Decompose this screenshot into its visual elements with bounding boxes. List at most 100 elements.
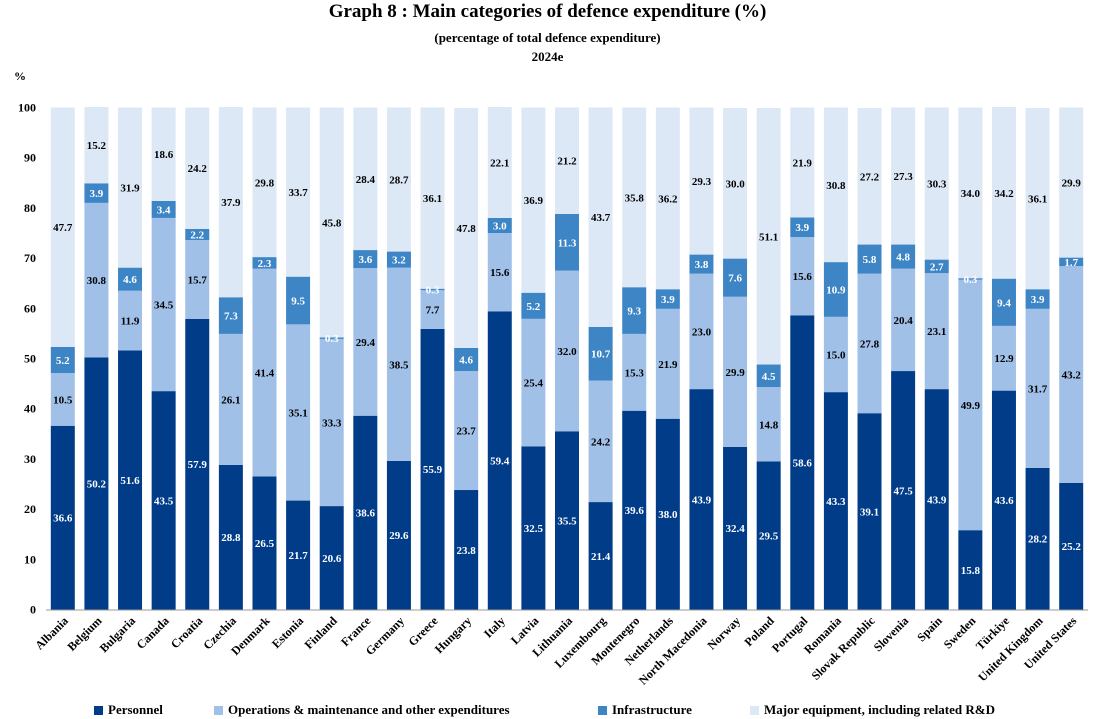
data-label-major-equipment-including-related-r-d-france: 28.4: [356, 174, 376, 186]
data-label-operations-maintenance-and-other-expenditures-romania: 15.0: [826, 349, 846, 361]
data-label-major-equipment-including-related-r-d-italy: 22.1: [490, 157, 509, 169]
bar-personnel-sweden: [958, 530, 983, 610]
data-label-infrastructure-france: 3.6: [358, 254, 372, 266]
bar-operations-maintenance-and-other-expenditures-united-kingdom: [1025, 308, 1050, 468]
data-label-operations-maintenance-and-other-expenditures-france: 29.4: [356, 337, 376, 349]
legend-label-operations: Operations & maintenance and other expen…: [228, 702, 510, 717]
bar-personnel-slovenia: [891, 371, 916, 610]
data-label-infrastructure-albania: 5.2: [56, 355, 70, 367]
bar-infrastructure-bulgaria: [118, 267, 143, 291]
data-label-infrastructure-sweden: 0.3: [963, 274, 977, 286]
legend-label-infrastructure: Infrastructure: [612, 702, 692, 717]
x-tick-label-spain: Spain: [914, 613, 945, 644]
bar-major-equipment-including-related-r-d-poland: [756, 108, 781, 365]
bar-operations-maintenance-and-other-expenditures-belgium: [84, 202, 109, 358]
y-tick-label: 100: [18, 101, 36, 115]
bar-infrastructure-united-states: [1059, 257, 1084, 267]
x-tick-label-slovenia: Slovenia: [871, 614, 912, 655]
data-label-operations-maintenance-and-other-expenditures-denmark: 41.4: [255, 368, 275, 380]
data-label-major-equipment-including-related-r-d-spain: 30.3: [927, 179, 947, 191]
data-label-personnel-north-macedonia: 43.9: [692, 494, 712, 506]
x-tick-label-italy: Italy: [481, 614, 508, 641]
data-label-operations-maintenance-and-other-expenditures-united-states: 43.2: [1062, 370, 1082, 382]
bar-personnel-albania: [50, 425, 75, 610]
bar-major-equipment-including-related-r-d-luxembourg: [588, 107, 613, 327]
data-label-major-equipment-including-related-r-d-germany: 28.7: [389, 175, 409, 187]
bar-operations-maintenance-and-other-expenditures-t-rkiye: [991, 325, 1016, 391]
data-label-infrastructure-hungary: 4.6: [459, 355, 473, 367]
bar-operations-maintenance-and-other-expenditures-albania: [50, 373, 75, 426]
data-label-personnel-luxembourg: 21.4: [591, 551, 611, 563]
bar-personnel-spain: [924, 389, 949, 610]
bar-personnel-united-states: [1059, 482, 1084, 610]
data-label-infrastructure-romania: 10.9: [826, 284, 846, 296]
data-label-operations-maintenance-and-other-expenditures-germany: 38.5: [389, 359, 409, 371]
data-label-personnel-latvia: 32.5: [524, 523, 544, 535]
data-label-major-equipment-including-related-r-d-belgium: 15.2: [87, 140, 107, 152]
data-label-personnel-slovak-republic: 39.1: [860, 506, 879, 518]
data-label-personnel-finland: 20.6: [322, 553, 342, 565]
data-label-infrastructure-canada: 3.4: [157, 204, 171, 216]
bar-infrastructure-germany: [386, 251, 411, 268]
data-label-major-equipment-including-related-r-d-poland: 51.1: [759, 231, 778, 243]
data-label-operations-maintenance-and-other-expenditures-spain: 23.1: [927, 326, 946, 338]
data-label-major-equipment-including-related-r-d-greece: 36.1: [423, 193, 442, 205]
bar-operations-maintenance-and-other-expenditures-united-states: [1059, 266, 1084, 483]
bar-personnel-czechia: [218, 464, 243, 610]
data-label-personnel-spain: 43.9: [927, 494, 947, 506]
data-label-operations-maintenance-and-other-expenditures-italy: 15.6: [490, 267, 510, 279]
data-label-major-equipment-including-related-r-d-albania: 47.7: [53, 222, 73, 234]
bar-major-equipment-including-related-r-d-portugal: [790, 107, 815, 218]
data-label-infrastructure-netherlands: 3.9: [661, 294, 675, 306]
bar-personnel-greece: [420, 328, 445, 610]
bar-major-equipment-including-related-r-d-albania: [50, 107, 75, 347]
bar-infrastructure-lithuania: [555, 213, 579, 271]
bar-personnel-slovak-republic: [857, 413, 882, 610]
data-label-infrastructure-t-rkiye: 9.4: [997, 297, 1011, 309]
bar-operations-maintenance-and-other-expenditures-lithuania: [555, 270, 579, 432]
bar-infrastructure-north-macedonia: [689, 254, 714, 274]
data-label-personnel-united-kingdom: 28.2: [1028, 534, 1048, 546]
bar-personnel-latvia: [521, 446, 546, 610]
data-label-operations-maintenance-and-other-expenditures-t-rkiye: 12.9: [994, 353, 1014, 365]
data-label-major-equipment-including-related-r-d-hungary: 47.8: [457, 223, 477, 235]
data-label-major-equipment-including-related-r-d-estonia: 33.7: [288, 187, 308, 199]
data-label-major-equipment-including-related-r-d-luxembourg: 43.7: [591, 212, 611, 224]
bar-major-equipment-including-related-r-d-romania: [823, 107, 848, 263]
bar-personnel-romania: [823, 392, 848, 610]
data-label-operations-maintenance-and-other-expenditures-poland: 14.8: [759, 419, 779, 431]
data-label-personnel-slovenia: 47.5: [894, 485, 914, 497]
bar-operations-maintenance-and-other-expenditures-romania: [823, 316, 848, 393]
data-label-personnel-belgium: 50.2: [87, 478, 107, 490]
bar-operations-maintenance-and-other-expenditures-spain: [924, 273, 949, 390]
data-label-operations-maintenance-and-other-expenditures-albania: 10.5: [53, 394, 73, 406]
data-label-major-equipment-including-related-r-d-t-rkiye: 34.2: [994, 188, 1014, 200]
data-label-infrastructure-bulgaria: 4.6: [123, 274, 137, 286]
y-tick-label: 80: [24, 201, 36, 215]
stacked-bar-chart: % 0 10 20 30 40 50 60 70 80 90 100 36.6 10.5 5.2 47.7 Al…: [14, 69, 1088, 687]
data-label-infrastructure-united-states: 1.7: [1064, 257, 1078, 269]
data-label-infrastructure-spain: 2.7: [930, 261, 944, 273]
data-label-major-equipment-including-related-r-d-czechia: 37.9: [221, 197, 241, 209]
data-label-major-equipment-including-related-r-d-canada: 18.6: [154, 149, 174, 161]
bar-major-equipment-including-related-r-d-spain: [924, 107, 949, 260]
data-label-infrastructure-estonia: 9.5: [291, 296, 305, 308]
data-label-personnel-united-states: 25.2: [1062, 541, 1082, 553]
bar-major-equipment-including-related-r-d-greece: [420, 107, 445, 289]
bar-operations-maintenance-and-other-expenditures-north-macedonia: [689, 273, 714, 390]
bar-operations-maintenance-and-other-expenditures-czechia: [218, 333, 243, 465]
bar-operations-maintenance-and-other-expenditures-slovak-republic: [857, 273, 882, 414]
data-label-infrastructure-croatia: 2.2: [190, 230, 204, 242]
data-label-personnel-croatia: 57.9: [188, 459, 208, 471]
x-tick-label-sweden: Sweden: [941, 613, 979, 651]
bar-major-equipment-including-related-r-d-united-states: [1059, 107, 1084, 258]
data-label-personnel-czechia: 28.8: [221, 532, 241, 544]
legend-item-operations: Operations & maintenance and other expen…: [214, 702, 510, 718]
data-label-major-equipment-including-related-r-d-latvia: 36.9: [524, 195, 544, 207]
bar-infrastructure-latvia: [521, 292, 546, 319]
x-tick-label-croatia: Croatia: [168, 614, 206, 652]
data-label-operations-maintenance-and-other-expenditures-finland: 33.3: [322, 418, 342, 430]
y-tick-label: 60: [24, 301, 36, 315]
data-label-operations-maintenance-and-other-expenditures-united-kingdom: 31.7: [1028, 383, 1048, 395]
bar-personnel-portugal: [790, 315, 815, 610]
